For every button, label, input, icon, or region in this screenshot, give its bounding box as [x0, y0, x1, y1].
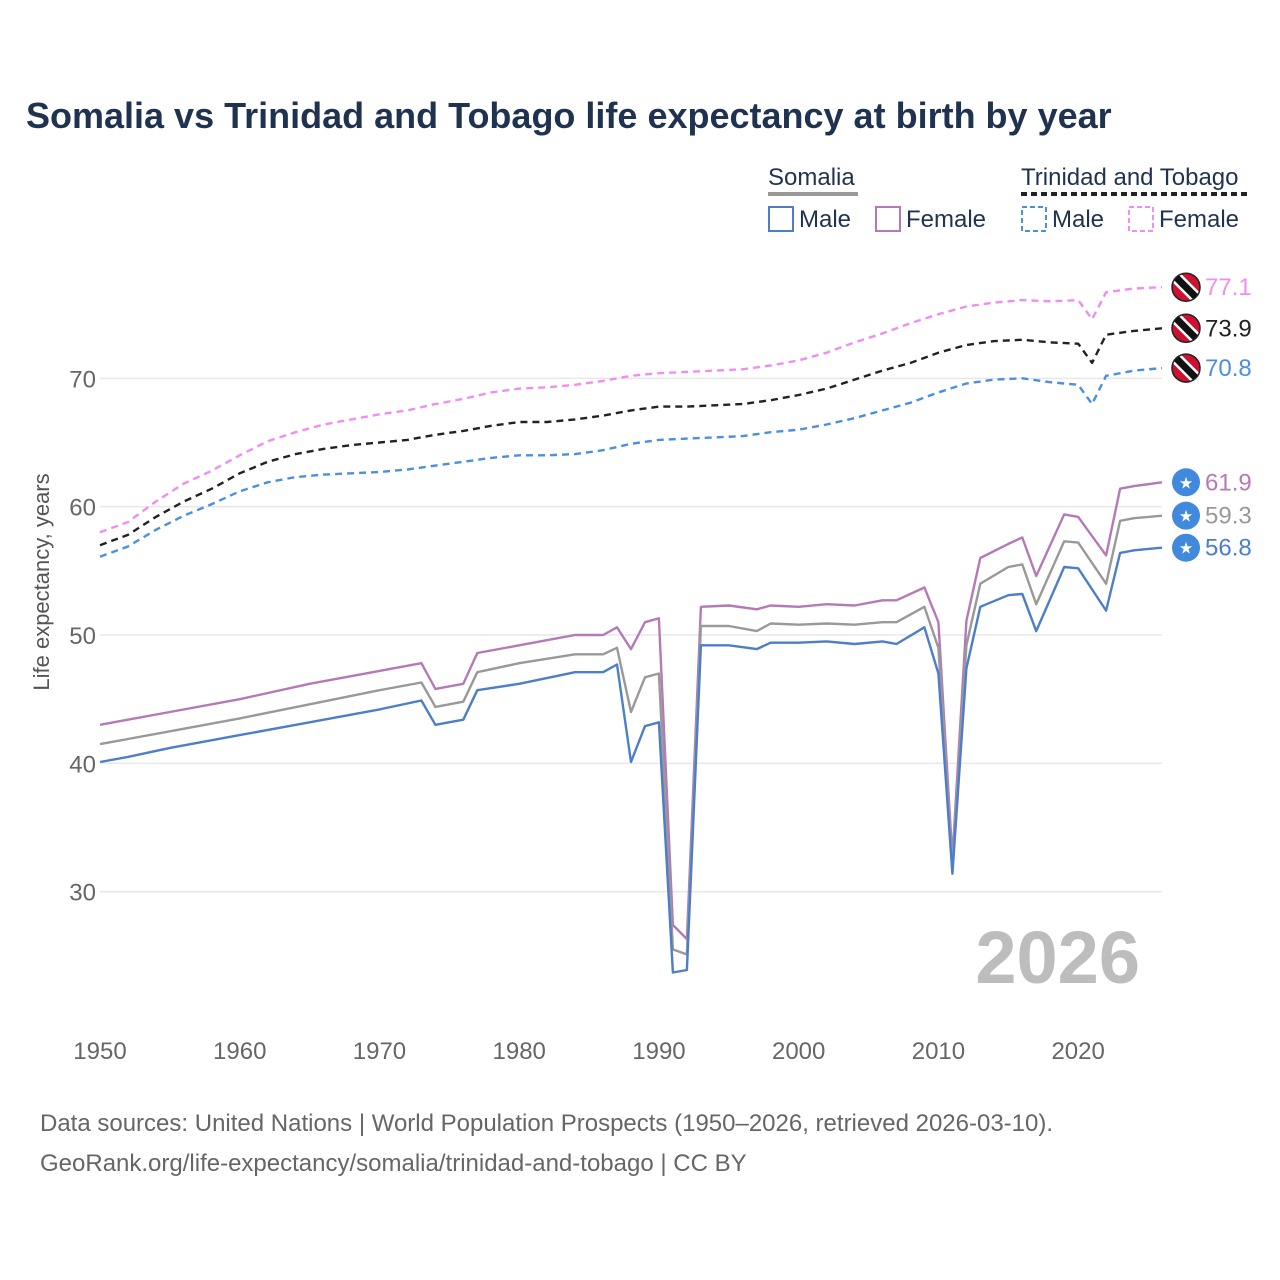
- legend-tt-female-label: Female: [1159, 206, 1239, 233]
- legend-tt-male-label: Male: [1052, 206, 1104, 233]
- end-label-somalia_male: 56.8: [1205, 535, 1252, 562]
- series-line-somalia_male: [99, 546, 1163, 974]
- end-label-tt_female: 77.1: [1205, 274, 1252, 301]
- source-line-2: GeoRank.org/life-expectancy/somalia/trin…: [40, 1150, 747, 1177]
- legend-somalia-female-label: Female: [906, 206, 986, 233]
- end-marker-tt_male: 70.8: [1171, 353, 1252, 383]
- somalia-flag-icon: [1172, 533, 1200, 562]
- somalia-flag-icon: [1172, 468, 1200, 497]
- legend-tt-male-swatch: [1021, 206, 1047, 232]
- series-lines: [99, 286, 1163, 974]
- y-tick-label: 70: [69, 366, 96, 393]
- end-label-tt_total: 73.9: [1205, 315, 1252, 342]
- chart-title: Somalia vs Trinidad and Tobago life expe…: [26, 95, 1112, 136]
- y-axis-title: Life expectancy, years: [29, 473, 54, 690]
- somalia-flag-icon: [1172, 501, 1200, 530]
- legend-somalia-female-swatch: [875, 206, 901, 232]
- x-tick-label: 2010: [912, 1038, 965, 1065]
- current-year-label: 2026: [975, 916, 1140, 999]
- gridlines: [100, 377, 1162, 893]
- y-tick-label: 30: [69, 880, 96, 907]
- end-markers: 77.1 73.9 70.8 ★ 61.9 ★ 59.3 ★ 56.8: [1171, 272, 1252, 562]
- legend-group-somalia: Somalia: [768, 164, 855, 191]
- end-label-tt_male: 70.8: [1205, 355, 1252, 382]
- y-tick-label: 40: [69, 751, 96, 778]
- x-tick-label: 2000: [772, 1038, 825, 1065]
- end-marker-tt_female: 77.1: [1171, 272, 1252, 302]
- end-label-somalia_female: 61.9: [1205, 469, 1252, 496]
- end-marker-somalia_female: ★ 61.9: [1172, 468, 1252, 497]
- series-line-tt_male: [99, 366, 1163, 558]
- end-marker-tt_total: 73.9: [1171, 313, 1252, 344]
- x-tick-label: 1990: [632, 1038, 685, 1065]
- x-tick-label: 1980: [493, 1038, 546, 1065]
- legend-somalia-male-swatch: [768, 206, 794, 232]
- legend-group-trinidad-and-tobago: Trinidad and Tobago: [1021, 164, 1239, 191]
- legend-tt-female-swatch: [1128, 206, 1154, 232]
- end-marker-somalia_total: ★ 59.3: [1172, 501, 1252, 530]
- star-icon: ★: [1179, 509, 1193, 526]
- series-line-somalia_total: [99, 514, 1163, 956]
- series-line-tt_total: [99, 327, 1163, 547]
- legend-somalia-male-label: Male: [799, 206, 851, 233]
- x-tick-label: 2020: [1051, 1038, 1104, 1065]
- y-tick-label: 50: [69, 623, 96, 650]
- trinidad-flag-icon: [1172, 354, 1200, 383]
- x-axis-ticks: 1950 1960 1970 1980 1990 2000 2010 2020: [73, 1038, 1105, 1065]
- trinidad-flag-icon: [1172, 314, 1200, 343]
- x-tick-label: 1960: [213, 1038, 266, 1065]
- end-label-somalia_total: 59.3: [1205, 503, 1252, 530]
- source-line-1: Data sources: United Nations | World Pop…: [40, 1110, 1053, 1137]
- x-tick-label: 1970: [353, 1038, 406, 1065]
- series-line-tt_female: [99, 286, 1163, 534]
- star-icon: ★: [1179, 541, 1193, 558]
- star-icon: ★: [1179, 475, 1193, 492]
- y-tick-label: 60: [69, 495, 96, 522]
- y-axis-ticks: 30 40 50 60 70: [69, 366, 96, 906]
- trinidad-flag-icon: [1172, 273, 1200, 302]
- series-line-somalia_female: [99, 481, 1163, 941]
- legend: Somalia Male Female Trinidad and Tobago …: [768, 164, 1251, 233]
- end-marker-somalia_male: ★ 56.8: [1172, 533, 1252, 562]
- x-tick-label: 1950: [73, 1038, 126, 1065]
